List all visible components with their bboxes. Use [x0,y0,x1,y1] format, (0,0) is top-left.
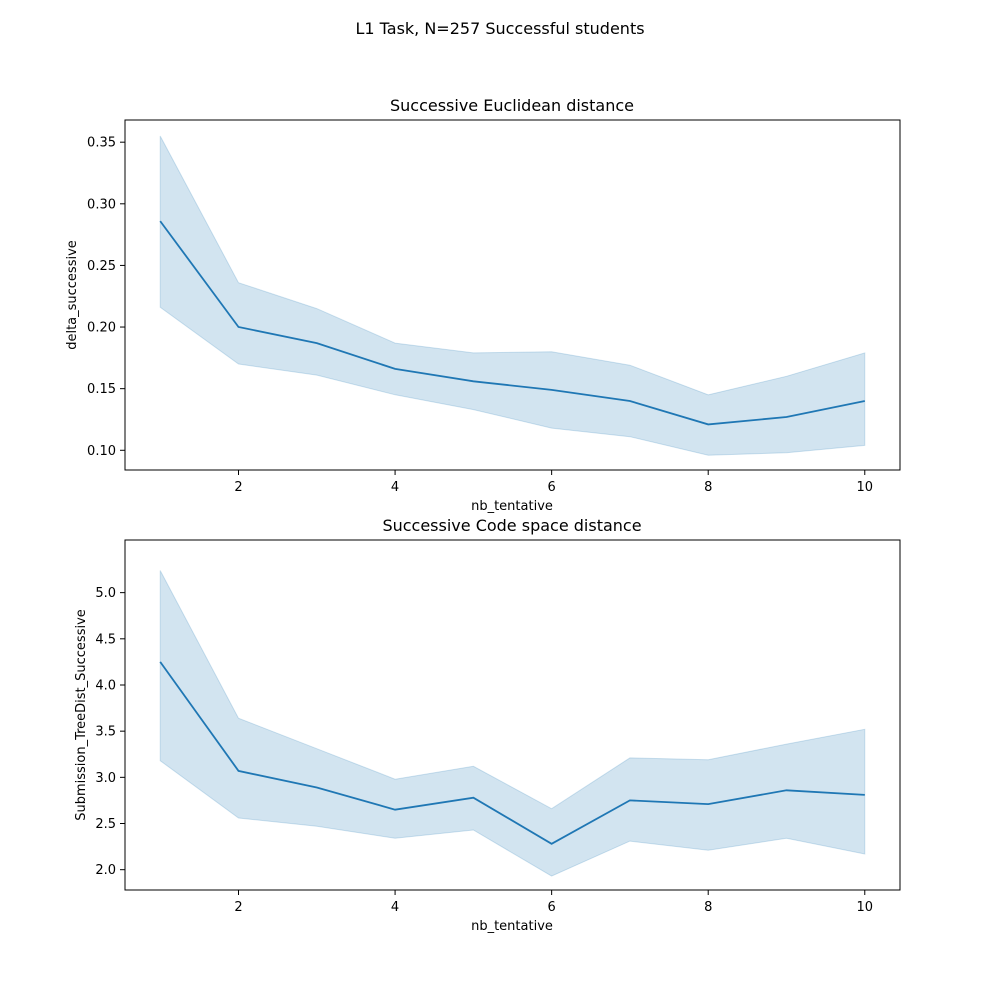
x-tick-label: 6 [548,900,556,915]
plot-marks [159,570,866,877]
series-line [159,220,865,426]
y-tick-label: 2.5 [95,817,116,832]
series-line [159,661,865,845]
x-tick-label: 2 [234,480,242,495]
x-ticks: 2 4 6 8 10 [234,890,873,915]
confidence-band [159,570,866,877]
y-tick-label: 0.15 [87,382,116,397]
y-tick-label: 0.35 [87,136,116,151]
y-axis-label: Submission_TreeDist_Successive [74,609,89,821]
axes-frame [124,119,901,471]
x-tick-label: 6 [548,480,556,495]
x-tick-label: 4 [391,480,399,495]
y-tick-label: 0.30 [87,197,116,212]
y-tick-label: 4.5 [95,632,116,647]
plot-panel-code-space: Successive Code space distance 2 4 6 8 10 2.… [74,516,901,934]
x-tick-label: 8 [704,480,712,495]
x-axis-label: nb_tentative [471,919,553,934]
x-axis-label: nb_tentative [471,499,553,514]
plot-panel-euclidean: Successive Euclidean distance 2 4 6 8 10 0.1… [65,96,901,514]
y-tick-label: 2.0 [95,863,116,878]
plot-title: Successive Euclidean distance [390,96,634,115]
x-tick-label: 2 [234,900,242,915]
y-tick-label: 4.0 [95,678,116,693]
figure-suptitle: L1 Task, N=257 Successful students [355,19,644,38]
x-ticks: 2 4 6 8 10 [234,470,873,495]
y-tick-label: 5.0 [95,586,116,601]
axes-frame [124,539,901,891]
plot-marks [159,135,866,456]
x-tick-label: 10 [856,480,873,495]
y-tick-label: 0.25 [87,259,116,274]
y-tick-label: 0.10 [87,444,116,459]
x-tick-label: 4 [391,900,399,915]
x-tick-label: 10 [856,900,873,915]
y-axis-label: delta_successive [65,240,80,350]
confidence-band [159,135,866,456]
plot-title: Successive Code space distance [382,516,641,535]
x-tick-label: 8 [704,900,712,915]
y-ticks: 2.0 2.5 3.0 3.5 4.0 4.5 5.0 [95,586,125,878]
y-ticks: 0.10 0.15 0.20 0.25 0.30 0.35 [87,136,125,459]
y-tick-label: 0.20 [87,321,116,336]
y-tick-label: 3.0 [95,771,116,786]
y-tick-label: 3.5 [95,725,116,740]
